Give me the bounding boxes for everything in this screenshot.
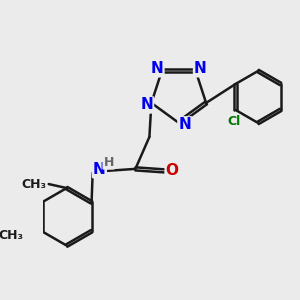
Text: N: N [151,61,164,76]
Text: CH₃: CH₃ [0,229,24,242]
Text: CH₃: CH₃ [22,178,47,190]
Text: O: O [166,164,179,178]
Text: N: N [140,98,153,112]
Text: Cl: Cl [227,116,240,128]
Text: H: H [103,156,114,169]
Text: N: N [93,162,106,177]
Text: N: N [178,117,191,132]
Text: N: N [194,61,207,76]
